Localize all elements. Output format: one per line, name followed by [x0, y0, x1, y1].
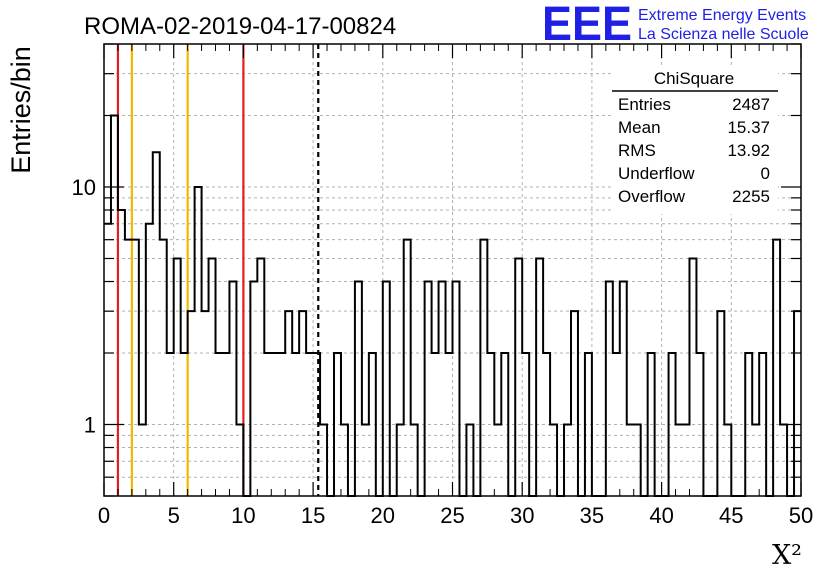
stats-label-underflow: Underflow: [618, 164, 695, 183]
stats-title: ChiSquare: [654, 69, 734, 88]
x-axis-label: X²: [772, 540, 802, 571]
plot-frame: [103, 43, 802, 497]
x-tick-label: 35: [580, 503, 604, 528]
x-tick-label: 50: [789, 503, 813, 528]
y-axis-label: Entries/bin: [6, 46, 36, 174]
stats-box: ChiSquare Entries 2487 Mean 15.37 RMS 13…: [612, 68, 778, 214]
stats-label-rms: RMS: [618, 141, 656, 160]
stats-label-entries: Entries: [618, 95, 671, 114]
run-title: ROMA-02-2019-04-17-00824: [84, 13, 396, 40]
eee-logo: EEE: [542, 0, 632, 51]
stats-value-mean: 15.37: [727, 118, 770, 137]
y-tick-label: 1: [84, 413, 96, 438]
stats-value-rms: 13.92: [727, 141, 770, 160]
stats-value-underflow: 0: [761, 164, 770, 183]
reference-lines: [116, 44, 320, 496]
x-tick-label: 10: [231, 503, 255, 528]
x-tick-label: 0: [98, 503, 110, 528]
logo-line-2: La Scienza nelle Scuole: [638, 26, 809, 43]
x-tick-label: 5: [168, 503, 180, 528]
stats-label-mean: Mean: [618, 118, 661, 137]
y-tick-label: 10: [72, 175, 96, 200]
x-tick-label: 15: [301, 503, 325, 528]
x-tick-label: 45: [719, 503, 743, 528]
x-tick-label: 20: [371, 503, 395, 528]
logo-line-1: Extreme Energy Events: [638, 7, 806, 24]
histogram-outline: [104, 114, 801, 497]
x-tick-label: 40: [649, 503, 673, 528]
stats-value-entries: 2487: [732, 95, 770, 114]
grid: [104, 43, 801, 497]
x-tick-label: 25: [440, 503, 464, 528]
stats-value-overflow: 2255: [732, 187, 770, 206]
stats-box-background: [612, 68, 778, 214]
axis-ticks: 0 5 10 15 20 25 30 35 40 45 50 1 10: [72, 43, 813, 528]
stats-label-overflow: Overflow: [618, 187, 686, 206]
x-tick-label: 30: [510, 503, 534, 528]
